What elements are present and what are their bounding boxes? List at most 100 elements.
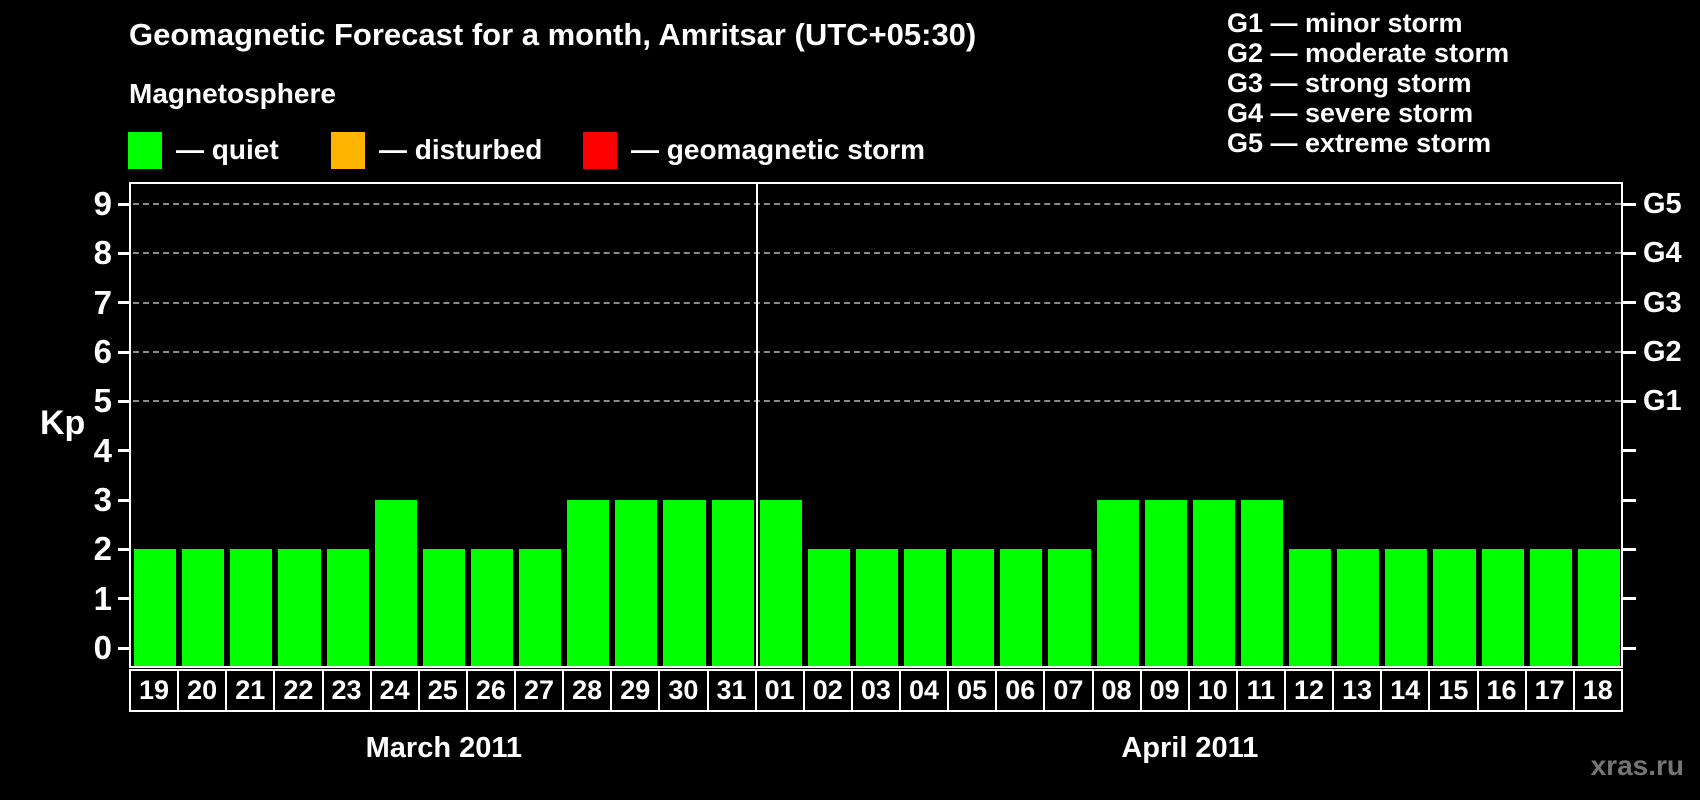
month-label: March 2011 <box>365 732 523 764</box>
legend-item-quiet: — quiet <box>128 130 279 170</box>
day-label-cell: 17 <box>1524 669 1575 712</box>
left-axis-tick <box>118 399 131 403</box>
left-axis-label: 7 <box>93 283 112 321</box>
gridline-kp-8 <box>133 252 1621 255</box>
g1-legend-line: G1 — minor storm <box>1227 8 1463 38</box>
xras-watermark: xras.ru <box>1590 750 1684 781</box>
kp-bar <box>1192 500 1235 668</box>
left-axis-tick <box>118 301 131 305</box>
right-axis-tick <box>1623 597 1636 601</box>
day-label-cell: 11 <box>1235 669 1286 712</box>
kp-bar <box>134 549 177 668</box>
month-label: April 2011 <box>1121 732 1259 764</box>
right-axis-label-g3: G3 <box>1643 286 1682 319</box>
left-axis-tick <box>118 350 131 354</box>
day-axis: 19 20 21 22 23 24 25 26 27 28 29 30 31 01 02 03 04 05 06 07… <box>129 669 1623 712</box>
left-axis-tick <box>118 498 131 502</box>
kp-bar <box>663 500 706 668</box>
day-label-cell: 04 <box>899 669 950 712</box>
kp-bar <box>470 549 514 668</box>
kp-bar <box>1577 549 1620 668</box>
right-axis-tick <box>1623 350 1636 354</box>
day-label-cell: 18 <box>1572 669 1623 712</box>
right-axis-tick <box>1623 301 1636 305</box>
g5-legend-line: G5 — extreme storm <box>1227 128 1492 158</box>
gridline-kp-5 <box>133 400 1621 403</box>
geomagnetic-storm-color-swatch <box>583 131 617 169</box>
left-axis-label: 3 <box>93 481 112 518</box>
kp-bar <box>1000 549 1043 668</box>
kp-bar <box>1048 549 1091 668</box>
right-axis-label-g2: G2 <box>1643 336 1682 368</box>
magnetosphere-label: Magnetosphere <box>129 78 336 109</box>
kp-bar <box>230 549 273 668</box>
left-axis-tick <box>118 449 131 453</box>
chart-title: Geomagnetic Forecast for a month, Amrits… <box>129 17 977 52</box>
disturbed-color-swatch <box>331 131 365 169</box>
kp-bar <box>1433 549 1476 668</box>
gridline-kp-7 <box>133 301 1621 304</box>
left-axis-tick <box>118 202 131 206</box>
day-label-cell: 09 <box>1139 669 1190 712</box>
right-axis-tick <box>1623 399 1636 403</box>
right-axis-tick <box>1623 646 1636 650</box>
kp-bar <box>326 549 369 668</box>
kp-bar <box>952 549 995 668</box>
day-label-cell: 30 <box>658 669 709 712</box>
kp-bar <box>519 549 562 668</box>
day-label-cell: 22 <box>273 669 324 712</box>
g3-legend-line: G3 — strong storm <box>1227 68 1472 98</box>
day-label-cell: 16 <box>1476 669 1527 712</box>
quiet-color-swatch <box>128 131 162 169</box>
left-axis-label: 2 <box>93 530 112 568</box>
kp-bar <box>182 549 225 668</box>
day-label-cell: 12 <box>1284 669 1335 712</box>
left-axis-tick <box>118 251 131 255</box>
right-axis-label-g4: G4 <box>1643 237 1682 270</box>
kp-bar <box>374 500 417 668</box>
day-label-cell: 29 <box>610 669 661 712</box>
day-label-cell: 05 <box>947 669 998 712</box>
day-label-cell: 20 <box>177 669 228 712</box>
kp-bar <box>1240 500 1284 668</box>
left-axis-label: 5 <box>93 382 112 420</box>
kp-bar <box>567 500 610 668</box>
right-axis-tick <box>1623 449 1636 453</box>
kp-bar <box>759 500 802 668</box>
storm-scale-legend: G1 — minor storm G2 — moderate storm G3 … <box>1227 8 1509 158</box>
right-axis-tick <box>1623 251 1636 255</box>
day-label-cell: 31 <box>706 669 757 712</box>
day-label-cell: 15 <box>1428 669 1479 712</box>
day-label-cell: 25 <box>417 669 468 712</box>
kp-bar <box>278 549 321 668</box>
kp-bar <box>1481 549 1524 668</box>
right-axis-label-g1: G1 <box>1643 385 1682 418</box>
day-label-cell: 24 <box>369 669 420 712</box>
legend-item-geomagnetic-storm: — geomagnetic storm <box>583 130 925 170</box>
day-label-cell: 07 <box>1043 669 1094 712</box>
left-axis-label: 8 <box>93 234 112 272</box>
kp-bar <box>904 549 947 668</box>
left-axis-label: 4 <box>93 431 112 469</box>
month-separator-line <box>755 184 758 668</box>
g2-legend-line: G2 — moderate storm <box>1227 38 1510 68</box>
kp-bar <box>1096 500 1139 668</box>
quiet-legend-label: — quiet <box>176 134 279 165</box>
left-axis-tick <box>118 646 131 650</box>
day-label-cell: 19 <box>129 669 180 712</box>
day-label-cell: 06 <box>995 669 1046 712</box>
left-axis-tick <box>118 547 131 551</box>
kp-bar <box>422 549 465 668</box>
day-label-cell: 14 <box>1380 669 1431 712</box>
kp-bar <box>1144 500 1187 668</box>
kp-bar <box>615 500 658 668</box>
day-label-cell: 01 <box>754 669 805 712</box>
kp-bar <box>1385 549 1428 668</box>
kp-axis-title: Kp <box>40 404 86 442</box>
day-label-cell: 10 <box>1187 669 1238 712</box>
legend-item-disturbed: — disturbed <box>331 130 542 170</box>
left-axis-label: 0 <box>93 629 112 666</box>
day-label-cell: 23 <box>321 669 372 712</box>
day-label-cell: 21 <box>225 669 276 712</box>
day-label-cell: 13 <box>1332 669 1383 712</box>
